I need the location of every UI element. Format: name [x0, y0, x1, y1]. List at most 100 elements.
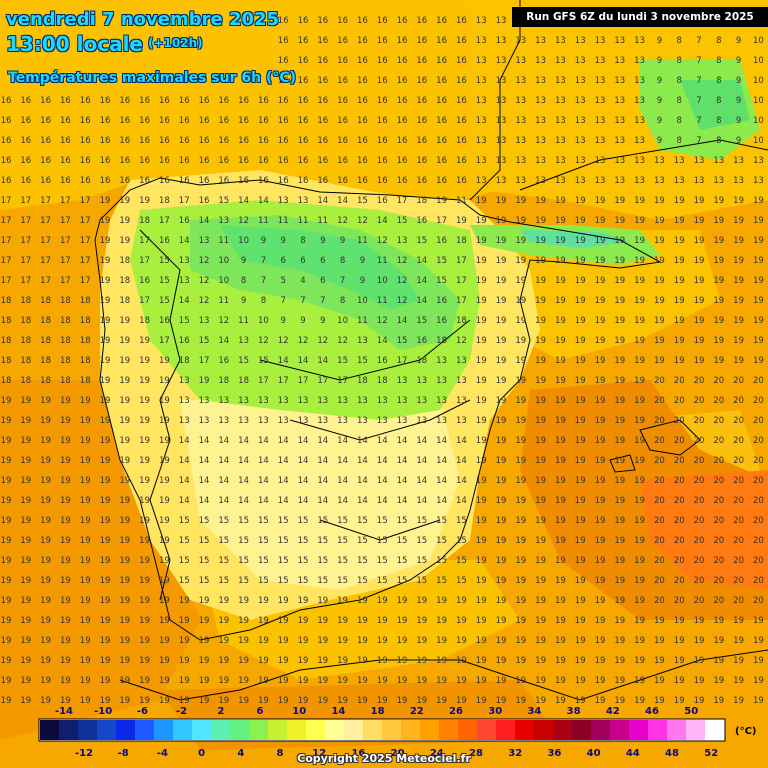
grid-value: 19	[278, 596, 289, 606]
grid-value: 16	[278, 56, 289, 66]
grid-value: 19	[100, 436, 111, 446]
grid-value: 19	[496, 216, 507, 226]
grid-value: 17	[80, 216, 91, 226]
grid-value: 20	[654, 476, 665, 486]
grid-value: 18	[456, 316, 467, 326]
grid-value: 16	[416, 116, 427, 126]
grid-value: 14	[218, 436, 229, 446]
grid-value: 19	[654, 236, 665, 246]
grid-value: 17	[179, 196, 190, 206]
grid-value: 13	[575, 176, 586, 186]
grid-value: 19	[258, 656, 269, 666]
grid-value: 19	[139, 476, 150, 486]
grid-value: 10	[753, 136, 764, 146]
grid-value: 19	[515, 196, 526, 206]
grid-value: 19	[654, 196, 665, 206]
grid-value: 19	[555, 676, 566, 686]
grid-value: 15	[416, 236, 427, 246]
grid-value: 13	[733, 156, 744, 166]
colorbar-cell	[477, 720, 497, 740]
grid-value: 19	[119, 456, 130, 466]
grid-value: 19	[40, 536, 51, 546]
grid-value: 16	[456, 156, 467, 166]
grid-value: 19	[595, 536, 606, 546]
grid-value: 19	[694, 696, 705, 706]
grid-value: 20	[654, 436, 665, 446]
grid-value: 19	[733, 276, 744, 286]
grid-value: 20	[733, 556, 744, 566]
grid-value: 19	[159, 536, 170, 546]
grid-value: 19	[555, 496, 566, 506]
grid-value: 17	[60, 216, 71, 226]
grid-value: 20	[654, 576, 665, 586]
grid-value: 14	[179, 236, 190, 246]
grid-value: 12	[456, 336, 467, 346]
grid-value: 19	[80, 596, 91, 606]
grid-value: 20	[674, 596, 685, 606]
grid-value: 13	[476, 76, 487, 86]
grid-value: 20	[694, 556, 705, 566]
grid-value: 19	[515, 616, 526, 626]
grid-value: 19	[199, 656, 210, 666]
grid-value: 16	[1, 96, 12, 106]
grid-value: 13	[634, 176, 645, 186]
grid-value: 13	[713, 176, 724, 186]
grid-value: 19	[753, 256, 764, 266]
colorbar-cell	[420, 720, 440, 740]
grid-value: 15	[238, 356, 249, 366]
grid-value: 19	[654, 216, 665, 226]
grid-value: 19	[515, 576, 526, 586]
grid-value: 19	[634, 296, 645, 306]
grid-value: 16	[357, 136, 368, 146]
grid-value: 16	[179, 96, 190, 106]
grid-value: 13	[357, 416, 368, 426]
colorbar-bottom-label: 24	[430, 748, 444, 759]
grid-value: 19	[139, 436, 150, 446]
grid-value: 8	[716, 136, 721, 146]
grid-value: 19	[476, 296, 487, 306]
grid-value: 20	[654, 416, 665, 426]
grid-value: 13	[317, 396, 328, 406]
grid-value: 19	[496, 296, 507, 306]
grid-value: 18	[40, 336, 51, 346]
grid-value: 19	[575, 476, 586, 486]
grid-value: 19	[357, 596, 368, 606]
grid-value: 17	[40, 256, 51, 266]
grid-value: 19	[40, 396, 51, 406]
grid-value: 19	[614, 396, 625, 406]
grid-value: 19	[40, 676, 51, 686]
grid-value: 20	[733, 496, 744, 506]
grid-value: 19	[535, 316, 546, 326]
grid-value: 19	[139, 396, 150, 406]
grid-value: 7	[340, 276, 345, 286]
grid-value: 16	[436, 16, 447, 26]
grid-value: 16	[416, 176, 427, 186]
colorbar-cell	[648, 720, 668, 740]
grid-value: 20	[674, 536, 685, 546]
grid-value: 19	[595, 656, 606, 666]
grid-value: 13	[614, 56, 625, 66]
grid-value: 7	[696, 136, 701, 146]
grid-value: 16	[40, 176, 51, 186]
grid-value: 19	[218, 676, 229, 686]
grid-value: 19	[575, 196, 586, 206]
grid-value: 19	[753, 216, 764, 226]
grid-value: 15	[258, 576, 269, 586]
grid-value: 15	[199, 556, 210, 566]
grid-value: 19	[139, 536, 150, 546]
grid-value: 19	[357, 696, 368, 706]
grid-value: 19	[634, 656, 645, 666]
grid-value: 15	[258, 556, 269, 566]
colorbar-cell	[363, 720, 383, 740]
grid-value: 19	[555, 456, 566, 466]
grid-value: 19	[713, 256, 724, 266]
grid-value: 19	[179, 676, 190, 686]
grid-value: 9	[300, 316, 305, 326]
grid-value: 19	[654, 636, 665, 646]
grid-value: 14	[337, 196, 348, 206]
colorbar-cell	[705, 720, 725, 740]
grid-value: 19	[575, 536, 586, 546]
grid-value: 20	[674, 376, 685, 386]
grid-value: 17	[298, 376, 309, 386]
colorbar-cell	[325, 720, 345, 740]
